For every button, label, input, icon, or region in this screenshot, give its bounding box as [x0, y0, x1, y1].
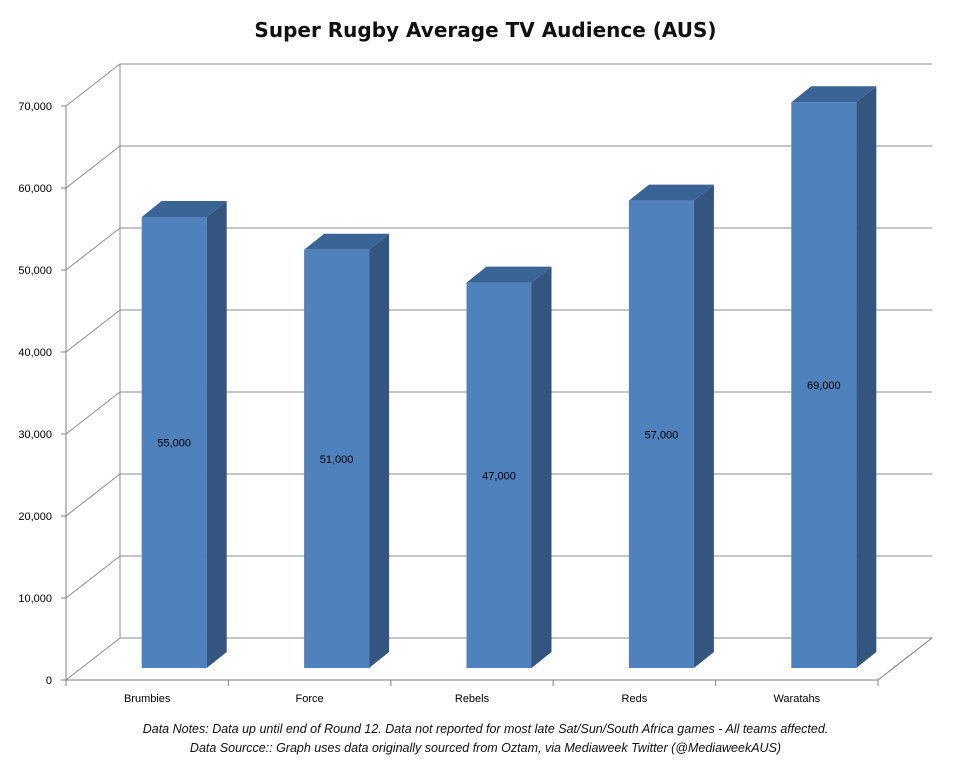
labels-layer: 0 10,000 20,000 30,000 40,000 50,000 60,000 70,…	[18, 101, 840, 705]
bar-value-label: 55,000	[157, 438, 191, 450]
bar	[791, 102, 857, 668]
bar	[628, 200, 694, 668]
y-tick-label: 10,000	[18, 593, 52, 605]
bar-side	[206, 201, 227, 668]
bar-top	[466, 266, 552, 283]
y-tick-label: 0	[46, 675, 52, 687]
bar-value-label: 51,000	[320, 454, 354, 466]
gridline-depth	[65, 227, 121, 271]
bar	[466, 282, 532, 668]
bar-side	[369, 233, 390, 669]
x-tick-label: Brumbies	[124, 693, 171, 705]
bar-side	[693, 184, 714, 668]
gridline-depth	[65, 391, 121, 435]
y-tick-label: 30,000	[18, 429, 52, 441]
gridline-depth	[65, 63, 121, 107]
bar	[304, 249, 370, 669]
gridline-depth	[65, 145, 121, 189]
gridline-depth	[65, 555, 121, 599]
x-tick-label: Waratahs	[773, 693, 820, 705]
y-tick-label: 60,000	[18, 183, 52, 195]
gridline-depth	[65, 309, 121, 353]
bar-side	[856, 86, 877, 668]
x-tick-label: Rebels	[455, 693, 490, 705]
data-source: Data Sourcce:: Graph uses data originall…	[189, 741, 782, 755]
bar-top	[628, 184, 714, 201]
bar-value-label: 69,000	[807, 380, 841, 392]
data-notes: Data Notes: Data up until end of Round 1…	[142, 722, 829, 736]
axis-layer	[61, 105, 933, 686]
chart-title: Super Rugby Average TV Audience (AUS)	[254, 18, 717, 42]
y-tick-label: 70,000	[18, 101, 52, 113]
floor-right-edge	[877, 637, 933, 681]
bar-top	[141, 201, 227, 217]
bar-value-label: 57,000	[645, 429, 679, 441]
y-tick-label: 50,000	[18, 265, 52, 277]
y-tick-label: 40,000	[18, 347, 52, 359]
bars-layer	[141, 86, 877, 669]
bar-value-label: 47,000	[482, 470, 516, 482]
bar	[141, 217, 207, 668]
x-tick-label: Reds	[622, 693, 648, 705]
bar-top	[304, 233, 390, 250]
x-tick-label: Force	[296, 693, 324, 705]
bar-top	[791, 86, 877, 103]
gridline-depth	[65, 637, 121, 681]
gridline-depth	[65, 473, 121, 517]
bar-side	[531, 266, 552, 668]
y-tick-label: 20,000	[18, 511, 52, 523]
